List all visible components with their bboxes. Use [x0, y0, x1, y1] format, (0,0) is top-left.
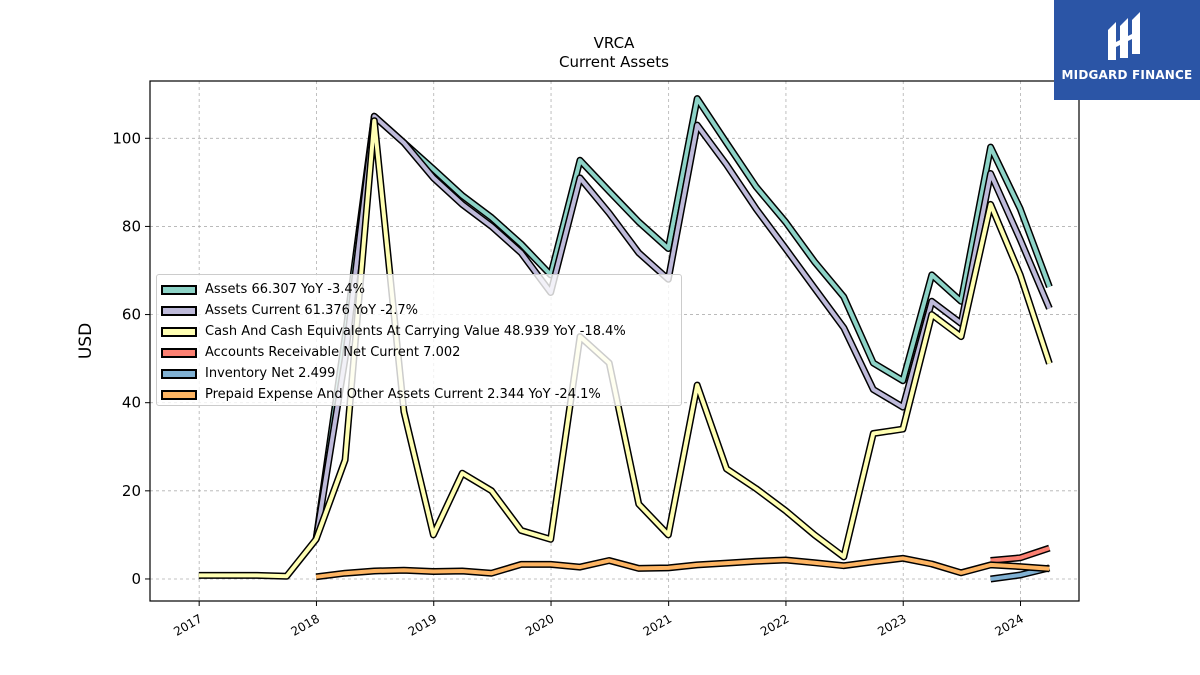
y-tick-label: 40	[122, 394, 141, 412]
series-line	[314, 96, 1052, 540]
x-tick-label: 2023	[875, 611, 908, 638]
series-5	[315, 554, 1050, 581]
legend-label: Prepaid Expense And Other Assets Current…	[205, 387, 601, 402]
x-axis: 2017 2018 2019 2020 2021 2022 2023 2024	[171, 601, 1026, 639]
y-axis-label: USD	[76, 323, 96, 359]
legend-item: Assets Current 61.376 YoY -2.7%	[161, 300, 681, 321]
x-tick-label: 2022	[758, 611, 791, 638]
legend-item: Cash And Cash Equivalents At Carrying Va…	[161, 321, 681, 342]
legend: Assets 66.307 YoY -3.4% Assets Current 61…	[156, 274, 682, 406]
legend-swatch	[161, 326, 197, 337]
legend-swatch	[161, 368, 197, 379]
x-tick-label: 2024	[993, 611, 1026, 638]
legend-label: Inventory Net 2.499	[205, 366, 336, 381]
series-line	[314, 114, 1052, 540]
legend-swatch	[161, 284, 197, 295]
legend-item: Assets 66.307 YoY -3.4%	[161, 279, 681, 300]
series-0	[312, 95, 1053, 540]
midgard-finance-logo: MIDGARD FINANCE	[1054, 0, 1200, 100]
series-line	[198, 118, 1052, 579]
plot-frame	[149, 80, 1080, 602]
legend-swatch	[161, 305, 197, 316]
series-2	[198, 117, 1053, 580]
chart-subtitle: Current Assets	[559, 53, 669, 71]
legend-label: Assets 66.307 YoY -3.4%	[205, 282, 366, 297]
legend-label: Assets Current 61.376 YoY -2.7%	[205, 303, 418, 318]
legend-item: Inventory Net 2.499	[161, 363, 681, 384]
y-tick-label: 60	[122, 306, 141, 324]
y-tick-label: 80	[122, 217, 141, 235]
y-tick-label: 0	[131, 570, 141, 588]
y-tick-label: 20	[122, 482, 141, 500]
y-tick-label: 100	[112, 129, 141, 147]
legend-label: Accounts Receivable Net Current 7.002	[205, 345, 461, 360]
legend-swatch	[161, 389, 197, 400]
series-line	[315, 556, 1050, 579]
x-tick-label: 2017	[171, 611, 204, 638]
x-tick-label: 2020	[523, 611, 556, 638]
series-lines	[198, 95, 1053, 583]
logo-mark-icon	[1108, 12, 1140, 60]
legend-swatch	[161, 347, 197, 358]
x-tick-label: 2019	[406, 611, 439, 638]
logo-text: MIDGARD FINANCE	[1061, 68, 1193, 82]
x-tick-label: 2018	[289, 611, 322, 638]
legend-item: Accounts Receivable Net Current 7.002	[161, 342, 681, 363]
series-line	[990, 546, 1051, 563]
chart-title: VRCA	[594, 34, 635, 52]
x-tick-label: 2021	[641, 611, 674, 638]
y-axis: 0 20 40 60 80 100	[112, 129, 150, 588]
legend-label: Cash And Cash Equivalents At Carrying Va…	[205, 324, 626, 339]
legend-item: Prepaid Expense And Other Assets Current…	[161, 384, 681, 405]
series-1	[312, 112, 1053, 540]
series-3	[990, 544, 1051, 564]
